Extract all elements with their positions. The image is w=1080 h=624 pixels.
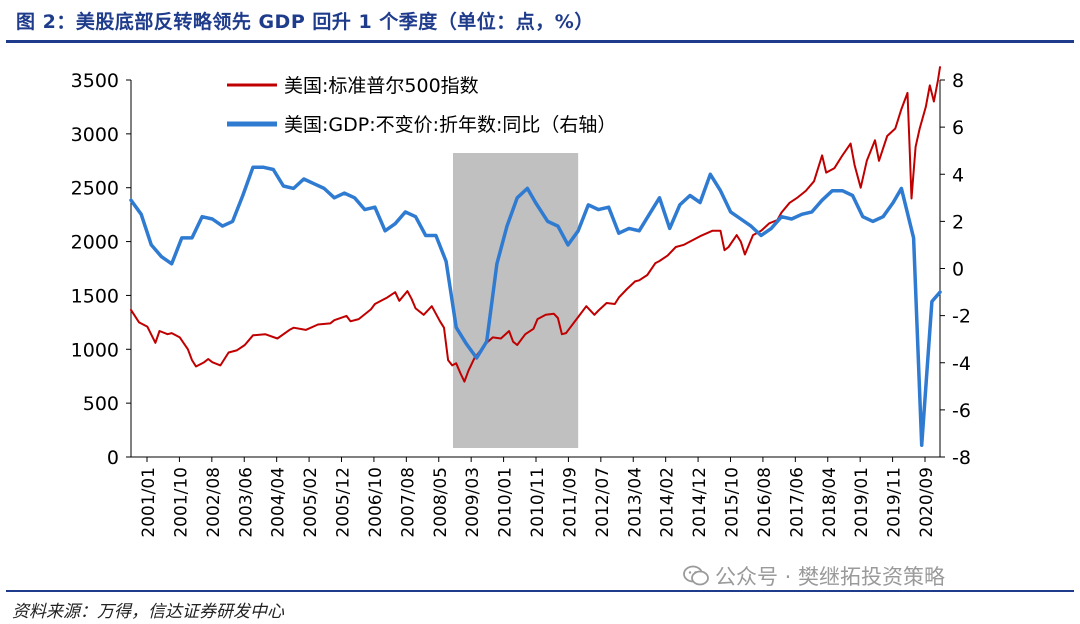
legend-label: 美国:GDP:不变价:折年数:同比（右轴） [284, 114, 616, 136]
gdp-series-line [129, 165, 942, 447]
watermark: 公众号 · 樊继拓投资策略 [683, 563, 945, 589]
x-tick-label: 2011/09 [560, 467, 580, 538]
x-tick-label: 2007/08 [398, 467, 418, 538]
x-tick-label: 2017/06 [787, 467, 807, 538]
right-tick-label: 4 [952, 164, 964, 186]
x-tick-label: 2019/01 [852, 467, 872, 538]
watermark-text: 公众号 · 樊继拓投资策略 [715, 565, 946, 589]
legend-label: 美国:标准普尔500指数 [284, 75, 479, 97]
x-tick-label: 2019/11 [885, 467, 905, 538]
x-tick-label: 2002/08 [204, 467, 224, 538]
x-tick-label: 2013/04 [625, 467, 645, 538]
left-tick-label: 2000 [71, 232, 119, 254]
x-tick-label: 2004/04 [269, 467, 289, 538]
left-tick-label: 3000 [71, 124, 119, 146]
x-tick-label: 2003/06 [236, 467, 256, 538]
right-tick-label: 8 [952, 70, 964, 92]
sp500-series-line [130, 66, 941, 383]
right-tick-label: 0 [952, 259, 964, 281]
x-tick-label: 2010/01 [496, 467, 516, 538]
x-tick-label: 2008/05 [431, 467, 451, 538]
left-tick-label: 1500 [71, 285, 119, 307]
right-tick-label: 2 [952, 211, 964, 233]
right-tick-label: 6 [952, 117, 964, 139]
right-tick-label: -2 [952, 306, 971, 328]
source-note: 资料来源：万得，信达证券研发中心 [6, 590, 1074, 622]
x-tick-label: 2018/04 [820, 467, 840, 538]
x-tick-label: 2012/07 [593, 467, 613, 538]
x-tick-label: 2020/09 [917, 467, 937, 538]
x-tick-label: 2010/11 [528, 467, 548, 538]
right-tick-label: -8 [952, 447, 971, 469]
figure-title: 图 2：美股底部反转略领先 GDP 回升 1 个季度（单位：点，%） [6, 7, 1074, 43]
left-tick-label: 3500 [71, 70, 119, 92]
left-tick-label: 0 [107, 447, 119, 469]
x-tick-label: 2015/10 [723, 467, 743, 538]
left-tick-label: 1000 [71, 339, 119, 361]
x-tick-label: 2005/12 [334, 467, 354, 538]
x-tick-label: 2001/01 [139, 467, 159, 538]
x-tick-label: 2005/02 [301, 467, 321, 538]
x-tick-label: 2006/10 [366, 467, 386, 538]
left-tick-label: 2500 [71, 178, 119, 200]
x-tick-label: 2014/02 [658, 467, 678, 538]
right-tick-label: -4 [952, 353, 971, 375]
right-tick-label: -6 [952, 400, 971, 422]
x-tick-label: 2014/12 [690, 467, 710, 538]
wechat-icon [683, 565, 709, 586]
x-tick-label: 2009/03 [463, 467, 483, 538]
x-tick-label: 2016/08 [755, 467, 775, 538]
x-tick-label: 2001/10 [171, 467, 191, 538]
left-tick-label: 500 [83, 393, 119, 415]
